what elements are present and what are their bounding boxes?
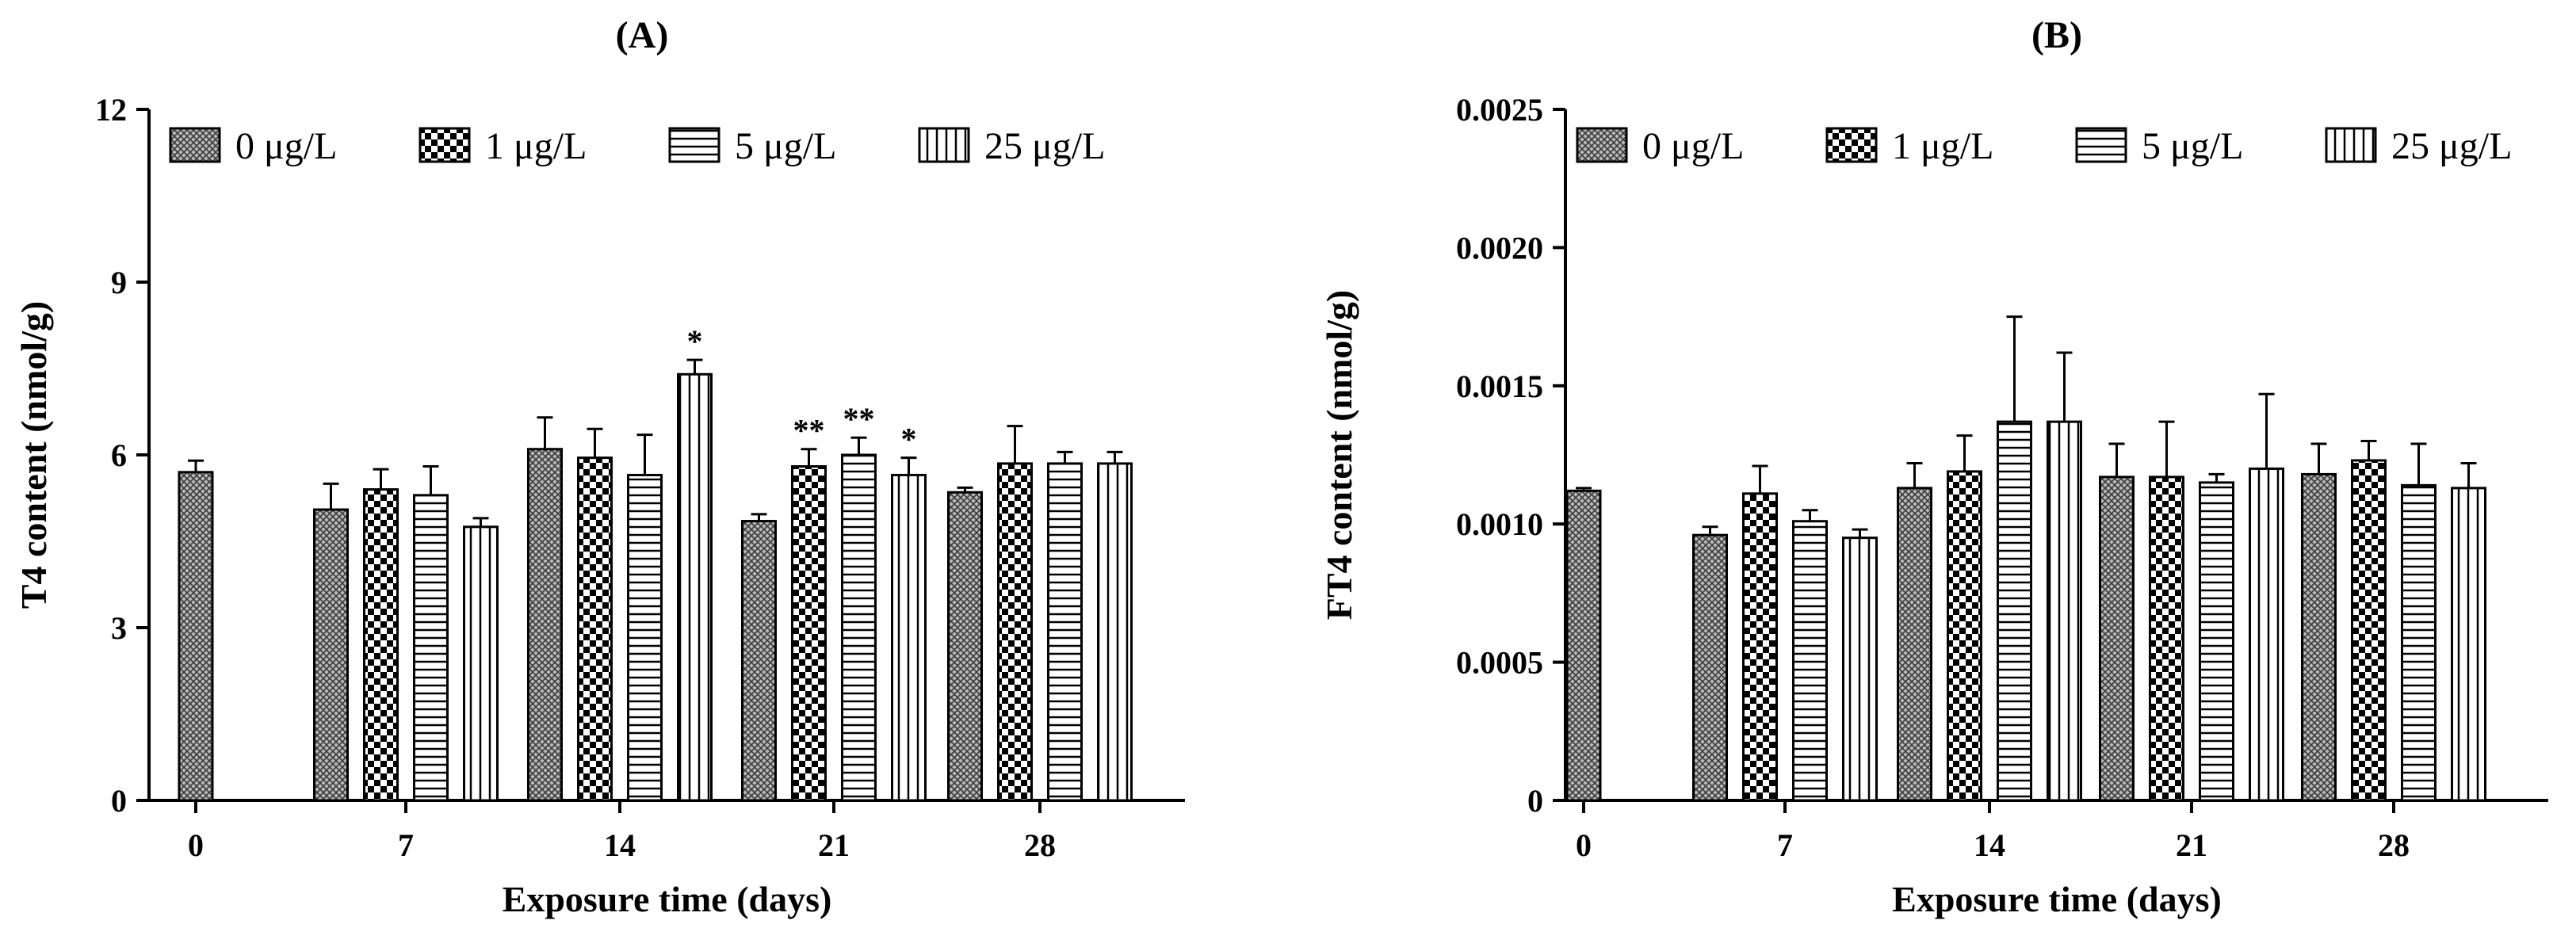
legend-swatch xyxy=(169,127,221,163)
chart-panel-a: (A) 0 3 6 9 12 T4 content (nmol/g) Exposure tim… xyxy=(13,14,1185,919)
bar xyxy=(2047,420,2082,802)
y-tick-label: 0.0025 xyxy=(1456,92,1543,128)
x-tick-label: 14 xyxy=(604,827,636,863)
significance-marker: ** xyxy=(793,413,825,449)
bar xyxy=(577,456,613,802)
legend-swatch xyxy=(1576,127,1628,163)
bar xyxy=(178,471,214,802)
bar xyxy=(313,508,349,802)
bar xyxy=(1842,537,1878,802)
x-tick-label: 28 xyxy=(2378,827,2410,863)
y-tick-label: 0.0010 xyxy=(1456,506,1543,542)
bar xyxy=(1692,533,1728,802)
y-tick-label: 6 xyxy=(111,437,127,473)
legend-label: 0 μg/L xyxy=(235,125,337,167)
y-tick-label: 3 xyxy=(111,610,127,646)
legend-label: 0 μg/L xyxy=(1642,125,1744,167)
x-axis-title: Exposure time (days) xyxy=(1892,879,2222,919)
bar xyxy=(2249,467,2284,802)
legend-label: 1 μg/L xyxy=(1892,125,1993,167)
legend-swatch xyxy=(2325,127,2377,163)
significance-marker: * xyxy=(901,422,917,457)
x-tick-label: 14 xyxy=(1974,827,2005,863)
chart-panel-b: (B) 0 0.0005 0.0010 0.0015 0.0020 0.0025 FT4 co… xyxy=(1319,14,2548,919)
bar xyxy=(2149,475,2184,802)
bar xyxy=(997,462,1033,802)
bar xyxy=(741,520,777,802)
x-axis-title: Exposure time (days) xyxy=(503,879,832,919)
legend-label: 5 μg/L xyxy=(735,125,836,167)
legend-swatch xyxy=(2075,127,2127,163)
x-tick-label: 21 xyxy=(818,827,850,863)
x-tick-label: 7 xyxy=(398,827,414,863)
legend-swatch xyxy=(419,127,471,163)
significance-marker: * xyxy=(687,323,703,359)
y-tick-label: 12 xyxy=(95,92,127,128)
x-tick-label: 0 xyxy=(1576,827,1592,863)
bar xyxy=(1897,487,1932,802)
legend-label: 25 μg/L xyxy=(2391,125,2512,167)
panel-label: (A) xyxy=(616,14,669,56)
legend-swatch xyxy=(1825,127,1878,163)
y-axis-title: FT4 content (nmol/g) xyxy=(1319,290,1359,621)
bar xyxy=(1565,489,1602,802)
x-tick-label: 0 xyxy=(188,827,204,863)
bar xyxy=(363,488,399,802)
y-tick-label: 0 xyxy=(1527,783,1543,819)
bar xyxy=(1742,492,1778,802)
y-tick-label: 0.0020 xyxy=(1456,230,1543,265)
bar xyxy=(1997,420,2032,802)
bar xyxy=(791,465,827,802)
bar xyxy=(2099,475,2135,802)
bar xyxy=(2199,481,2234,802)
y-tick-label: 9 xyxy=(111,265,127,300)
legend-label: 25 μg/L xyxy=(984,125,1105,167)
y-tick-label: 0 xyxy=(111,783,127,819)
bar xyxy=(891,473,927,802)
legend-label: 5 μg/L xyxy=(2142,125,2243,167)
bar xyxy=(2451,487,2486,802)
x-tick-label: 21 xyxy=(2176,827,2207,863)
bar xyxy=(1097,462,1133,802)
significance-marker: ** xyxy=(843,401,875,437)
x-tick-label: 28 xyxy=(1024,827,1056,863)
legend-swatch xyxy=(668,127,720,163)
x-tick-label: 7 xyxy=(1777,827,1793,863)
bar xyxy=(677,372,713,802)
bar xyxy=(947,491,983,802)
y-axis-title: T4 content (nmol/g) xyxy=(13,301,54,609)
bar xyxy=(841,453,877,802)
bar xyxy=(2401,483,2436,802)
legend-label: 1 μg/L xyxy=(485,125,587,167)
bar xyxy=(627,473,663,802)
bar xyxy=(413,494,449,802)
panel-label: (B) xyxy=(2031,14,2082,56)
y-tick-label: 0.0015 xyxy=(1456,369,1543,404)
legend-swatch xyxy=(918,127,970,163)
y-tick-label: 0.0005 xyxy=(1456,645,1543,681)
bar xyxy=(2351,459,2387,802)
bar xyxy=(527,448,563,802)
bar xyxy=(2301,472,2337,802)
bar xyxy=(1792,520,1828,802)
bar xyxy=(1047,462,1083,802)
bar xyxy=(463,525,499,802)
bar xyxy=(1947,470,1982,802)
